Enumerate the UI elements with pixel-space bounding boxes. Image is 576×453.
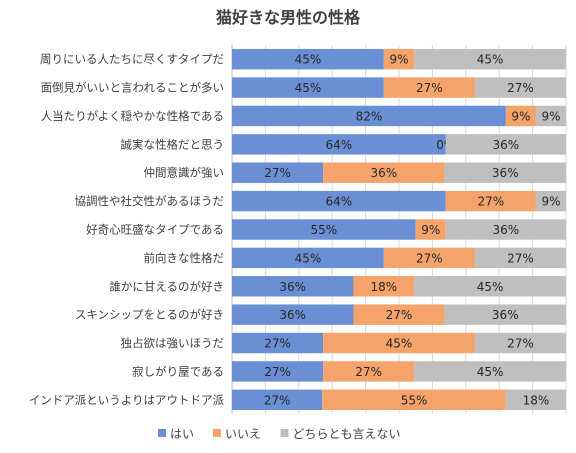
category-label: 人当たりがよく穏やかな性格である xyxy=(41,109,224,123)
category-label: 誠実な性格だと思う xyxy=(121,137,225,151)
legend-label: どちらとも言えない xyxy=(293,427,401,441)
data-label: 36% xyxy=(493,138,520,152)
data-label: 45% xyxy=(477,280,504,294)
category-label: 面倒見がいいと言われることが多い xyxy=(41,81,224,95)
data-label: 27% xyxy=(386,308,413,322)
data-label: 27% xyxy=(264,166,291,180)
bar-segment xyxy=(445,134,566,155)
bar-segment xyxy=(414,361,566,382)
chart-title: 猫好きな男性の性格 xyxy=(215,8,360,27)
bar-segment xyxy=(232,361,324,382)
category-label: 周りにいる人たちに尽くすタイプだ xyxy=(40,52,224,66)
data-label: 9% xyxy=(389,53,408,67)
data-label: 18% xyxy=(370,280,397,294)
bar-segment xyxy=(445,219,566,240)
legend-swatch xyxy=(280,429,289,437)
data-label: 82% xyxy=(356,109,383,123)
data-label: 64% xyxy=(326,138,353,152)
data-label: 27% xyxy=(264,393,291,407)
bar-segment xyxy=(232,276,354,297)
data-label: 18% xyxy=(523,393,550,407)
data-label: 9% xyxy=(421,223,440,237)
bar-segment xyxy=(505,389,566,411)
data-label: 9% xyxy=(511,109,530,123)
bar-segment xyxy=(323,162,445,183)
category-label: 寂しがり屋である xyxy=(132,364,224,378)
legend-swatch xyxy=(213,429,221,437)
bar-segment xyxy=(474,77,566,98)
data-label: 9% xyxy=(541,109,560,123)
data-label: 36% xyxy=(493,223,520,237)
data-label: 45% xyxy=(295,53,322,67)
bar-segment xyxy=(232,105,506,127)
data-label: 27% xyxy=(416,251,443,265)
bar-segment xyxy=(444,162,566,183)
bar-segment xyxy=(415,219,446,240)
data-label: 27% xyxy=(264,365,291,379)
bar-segment xyxy=(232,219,416,240)
bar-segment xyxy=(474,332,566,354)
category-label: 前向きな性格だ xyxy=(144,251,225,265)
data-label: 27% xyxy=(507,337,534,351)
data-label: 9% xyxy=(541,195,560,209)
data-label: 64% xyxy=(326,195,353,209)
data-label: 45% xyxy=(295,251,322,265)
data-label: 45% xyxy=(477,365,504,379)
data-label: 36% xyxy=(279,280,306,294)
data-label: 27% xyxy=(507,251,534,265)
bar-segment xyxy=(505,105,536,127)
bar-segment xyxy=(535,105,566,127)
bar-segment xyxy=(322,389,506,411)
category-label: 誰かに甘えるのが好き xyxy=(109,279,224,293)
category-label: 独占欲は強いほうだ xyxy=(121,336,225,350)
bar-segment xyxy=(323,332,475,354)
bar-segment xyxy=(232,162,324,183)
bar-segment xyxy=(232,77,384,98)
data-label: 36% xyxy=(279,308,306,322)
bar-segment xyxy=(445,190,536,212)
data-label: 36% xyxy=(492,166,519,180)
category-label: 好奇心旺盛なタイプである xyxy=(86,223,224,237)
bar-segment xyxy=(323,361,415,382)
bar-segment xyxy=(474,247,566,269)
bar-segment xyxy=(535,190,566,212)
legend-label: いいえ xyxy=(225,427,261,441)
data-label: 55% xyxy=(401,393,428,407)
data-label: 45% xyxy=(386,337,413,351)
data-label: 27% xyxy=(416,81,443,95)
data-label: 36% xyxy=(492,308,519,322)
data-label: 27% xyxy=(478,195,505,209)
bar-segment xyxy=(232,304,354,325)
data-label: 27% xyxy=(264,337,291,351)
category-label: インドア派というよりはアウトドア派 xyxy=(29,393,225,407)
bar-segment xyxy=(232,134,446,155)
bar-segment xyxy=(383,247,475,269)
category-label: 協調性や社交性があるほうだ xyxy=(75,194,225,208)
bar-segment xyxy=(414,276,566,297)
bar-segment xyxy=(232,332,324,354)
data-label: 55% xyxy=(311,223,338,237)
bar-segment xyxy=(232,247,384,269)
data-label: 27% xyxy=(355,365,382,379)
bar-segment xyxy=(444,304,566,325)
legend-label: はい xyxy=(170,427,194,441)
bar-segment xyxy=(232,190,446,212)
bar-segment xyxy=(353,304,445,325)
data-label: 45% xyxy=(477,53,504,67)
bar-segment xyxy=(383,48,415,70)
data-label: 27% xyxy=(507,81,534,95)
legend-swatch xyxy=(158,429,166,437)
bar-segment xyxy=(353,276,415,297)
data-label: 45% xyxy=(295,81,322,95)
bar-segment xyxy=(414,48,566,70)
bar-segment xyxy=(232,48,384,70)
category-label: スキンシップをとるのが好き xyxy=(75,308,224,322)
category-label: 仲間意識が強い xyxy=(144,166,225,180)
bar-segment xyxy=(232,389,323,411)
data-label: 36% xyxy=(370,166,397,180)
bar-segment xyxy=(383,77,475,98)
